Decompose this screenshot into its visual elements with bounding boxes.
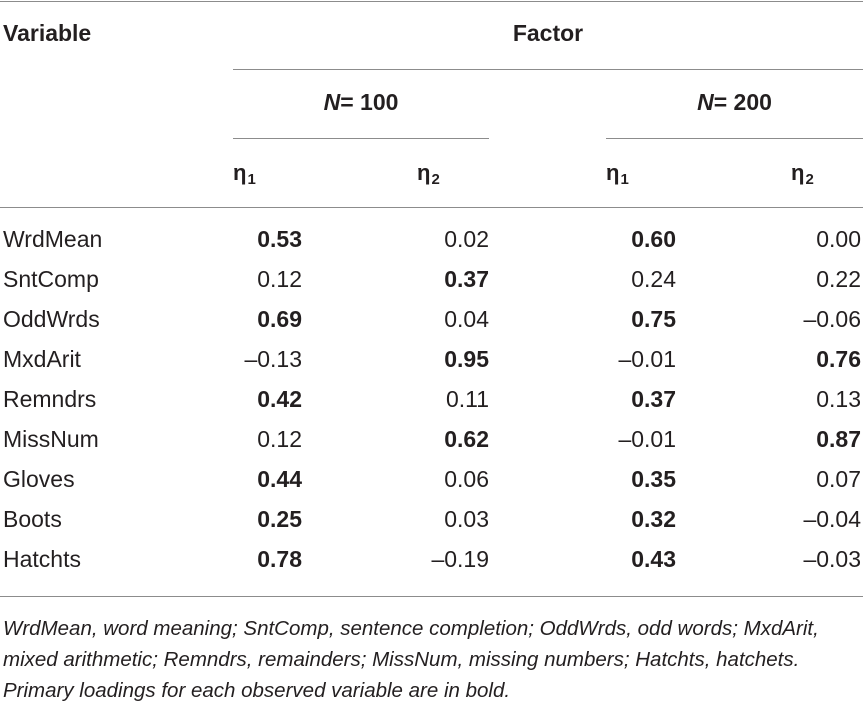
cell-n100-eta1: 0.12	[257, 266, 302, 292]
row-variable: OddWrds	[3, 306, 100, 332]
factor-rule	[233, 69, 863, 70]
row-variable: SntComp	[3, 266, 99, 292]
variable-header: Variable	[3, 20, 92, 46]
cell-n200-eta2: 0.87	[816, 426, 861, 452]
row-variable: Hatchts	[3, 546, 81, 572]
cell-n200-eta2: 0.22	[816, 266, 861, 292]
cell-n200-eta2: 0.00	[816, 226, 861, 252]
cell-n200-eta1: 0.43	[631, 546, 676, 572]
row-variable: Boots	[3, 506, 62, 532]
table-footnote: WrdMean, word meaning; SntComp, sentence…	[3, 617, 819, 702]
cell-n100-eta2: 0.03	[444, 506, 489, 532]
n100-header: N= 100	[233, 88, 489, 116]
cell-n200-eta1: 0.60	[631, 226, 676, 252]
row-variable: MissNum	[3, 426, 99, 452]
row-variable: Gloves	[3, 466, 75, 492]
top-rule	[0, 1, 863, 2]
n-symbol: N	[323, 89, 341, 115]
factor-header: Factor	[512, 20, 584, 46]
cell-n100-eta1: 0.42	[257, 386, 302, 412]
cell-n100-eta1: 0.44	[257, 466, 302, 492]
cell-n200-eta2: 0.13	[816, 386, 861, 412]
cell-n200-eta2: 0.07	[816, 466, 861, 492]
col-header-n100-eta1: η1	[233, 160, 256, 188]
cell-n100-eta2: 0.11	[445, 386, 489, 412]
cell-n200-eta1: 0.32	[631, 506, 676, 532]
cell-n200-eta2: –0.03	[803, 546, 861, 572]
row-variable: WrdMean	[3, 226, 103, 252]
cell-n200-eta1: 0.24	[631, 266, 676, 292]
cell-n100-eta2: –0.19	[431, 546, 489, 572]
n-symbol: N	[697, 89, 714, 115]
header-bottom-rule	[0, 207, 863, 208]
cell-n100-eta1: 0.53	[257, 226, 302, 252]
cell-n100-eta2: 0.62	[444, 426, 489, 452]
n100-rule	[233, 138, 489, 139]
cell-n100-eta1: 0.12	[257, 426, 302, 452]
cell-n200-eta1: 0.35	[631, 466, 676, 492]
cell-n100-eta2: 0.02	[444, 226, 489, 252]
cell-n200-eta2: 0.76	[816, 346, 861, 372]
table-bottom-rule	[0, 596, 863, 597]
n200-header: N= 200	[606, 88, 863, 116]
cell-n100-eta2: 0.04	[444, 306, 489, 332]
n-value: = 200	[713, 89, 772, 115]
row-variable: Remndrs	[3, 386, 97, 412]
n-value: = 100	[340, 89, 399, 115]
cell-n200-eta1: 0.37	[631, 386, 676, 412]
col-header-n100-eta2: η2	[417, 160, 440, 188]
cell-n100-eta2: 0.95	[444, 346, 489, 372]
cell-n100-eta1: 0.25	[257, 506, 302, 532]
cell-n100-eta1: –0.13	[244, 346, 302, 372]
cell-n200-eta1: –0.01	[618, 426, 676, 452]
cell-n200-eta1: 0.75	[631, 306, 676, 332]
cell-n200-eta1: –0.01	[618, 346, 676, 372]
cell-n100-eta2: 0.06	[444, 466, 489, 492]
col-header-n200-eta2: η2	[791, 160, 814, 188]
cell-n100-eta1: 0.78	[257, 546, 302, 572]
cell-n200-eta2: –0.04	[803, 506, 861, 532]
n200-rule	[606, 138, 863, 139]
col-header-n200-eta1: η1	[606, 160, 629, 188]
cell-n200-eta2: –0.06	[803, 306, 861, 332]
row-variable: MxdArit	[3, 346, 81, 372]
cell-n100-eta1: 0.69	[257, 306, 302, 332]
cell-n100-eta2: 0.37	[444, 266, 489, 292]
